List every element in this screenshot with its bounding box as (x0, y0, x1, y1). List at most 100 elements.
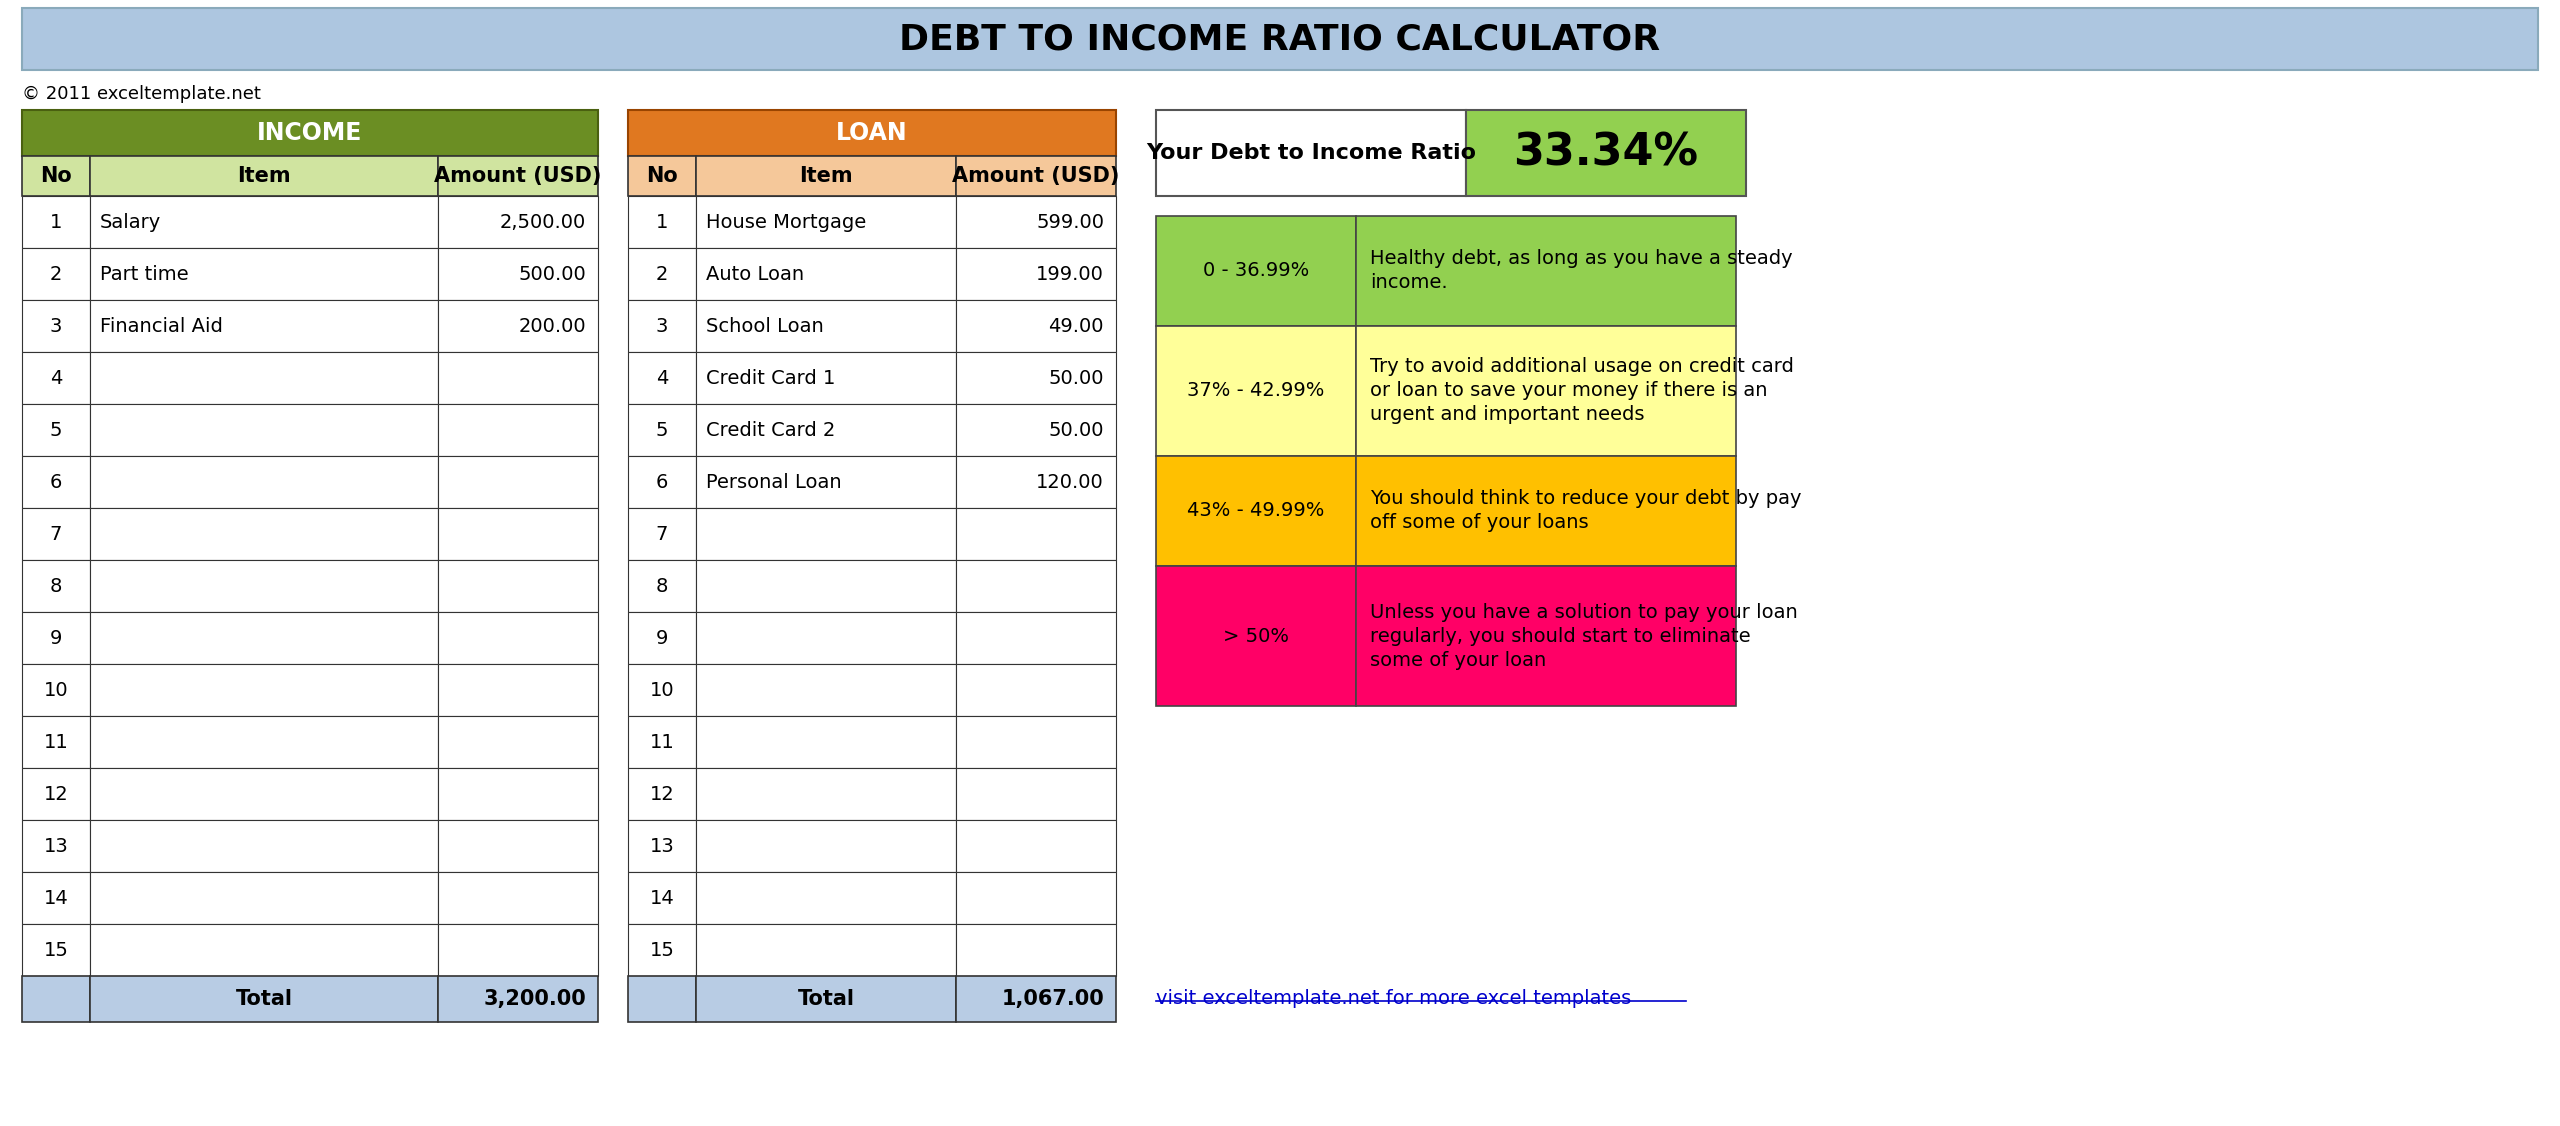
Bar (627, 768, 696, 820)
Text: 200.00: 200.00 (517, 316, 586, 336)
Bar (627, 110, 1116, 157)
Bar (438, 508, 599, 560)
Text: 4: 4 (655, 368, 668, 387)
Text: 50.00: 50.00 (1050, 368, 1103, 387)
Text: 11: 11 (44, 733, 69, 751)
Text: 9: 9 (49, 628, 61, 647)
Text: 15: 15 (44, 940, 69, 959)
Bar (696, 872, 955, 924)
Bar (627, 872, 696, 924)
Bar (23, 976, 90, 1022)
Bar (627, 248, 696, 300)
Text: 8: 8 (655, 577, 668, 596)
Bar (1467, 110, 1746, 196)
Bar (955, 872, 1116, 924)
Text: 599.00: 599.00 (1037, 213, 1103, 232)
Text: 12: 12 (44, 785, 69, 804)
Bar (627, 560, 696, 613)
Text: 6: 6 (49, 473, 61, 492)
Text: 9: 9 (655, 628, 668, 647)
Text: No: No (645, 166, 678, 186)
Text: DEBT TO INCOME RATIO CALCULATOR: DEBT TO INCOME RATIO CALCULATOR (899, 23, 1661, 56)
Bar (627, 664, 696, 716)
Text: Credit Card 2: Credit Card 2 (707, 420, 835, 439)
Text: Credit Card 1: Credit Card 1 (707, 368, 835, 387)
Text: 8: 8 (49, 577, 61, 596)
Bar (627, 820, 696, 872)
Text: 37% - 42.99%: 37% - 42.99% (1188, 382, 1324, 401)
Bar (23, 872, 90, 924)
Bar (1157, 566, 1357, 706)
Text: 43% - 49.99%: 43% - 49.99% (1188, 501, 1324, 520)
Bar (955, 248, 1116, 300)
Bar (90, 613, 438, 664)
Bar (438, 157, 599, 196)
Bar (696, 664, 955, 716)
Bar (955, 300, 1116, 352)
Text: 12: 12 (650, 785, 673, 804)
Bar (1357, 566, 1736, 706)
Text: No: No (41, 166, 72, 186)
Bar (90, 664, 438, 716)
Bar (90, 924, 438, 976)
Bar (1357, 456, 1736, 566)
Bar (696, 716, 955, 768)
Text: Healthy debt, as long as you have a steady: Healthy debt, as long as you have a stea… (1370, 250, 1792, 268)
Text: 13: 13 (44, 837, 69, 856)
Bar (438, 924, 599, 976)
Bar (23, 820, 90, 872)
Bar (627, 456, 696, 508)
Text: Item: Item (799, 166, 852, 186)
Text: © 2011 exceltemplate.net: © 2011 exceltemplate.net (23, 84, 261, 102)
Bar (627, 404, 696, 456)
Bar (1157, 216, 1357, 327)
Text: 14: 14 (44, 888, 69, 908)
Bar (696, 613, 955, 664)
Text: 3: 3 (49, 316, 61, 336)
Text: 13: 13 (650, 837, 673, 856)
Bar (1157, 456, 1357, 566)
Bar (90, 300, 438, 352)
Text: Amount (USD): Amount (USD) (952, 166, 1119, 186)
Text: > 50%: > 50% (1224, 626, 1290, 645)
Bar (955, 352, 1116, 404)
Bar (438, 456, 599, 508)
Bar (955, 456, 1116, 508)
Bar (696, 924, 955, 976)
Bar (23, 157, 90, 196)
Bar (696, 508, 955, 560)
Bar (438, 352, 599, 404)
Bar (90, 456, 438, 508)
Bar (90, 820, 438, 872)
Bar (1357, 327, 1736, 456)
Bar (627, 613, 696, 664)
Bar (696, 352, 955, 404)
Bar (23, 456, 90, 508)
Bar (23, 248, 90, 300)
Bar (438, 768, 599, 820)
Text: House Mortgage: House Mortgage (707, 213, 865, 232)
Bar (955, 716, 1116, 768)
Bar (438, 196, 599, 248)
Text: 5: 5 (49, 420, 61, 439)
Text: 7: 7 (49, 525, 61, 544)
Text: 1: 1 (49, 213, 61, 232)
Text: regularly, you should start to eliminate: regularly, you should start to eliminate (1370, 626, 1751, 645)
Bar (23, 768, 90, 820)
Text: 2,500.00: 2,500.00 (499, 213, 586, 232)
Bar (696, 456, 955, 508)
Bar (955, 157, 1116, 196)
Text: INCOME: INCOME (259, 120, 364, 145)
Bar (438, 613, 599, 664)
Text: 11: 11 (650, 733, 673, 751)
Bar (627, 157, 696, 196)
Bar (955, 196, 1116, 248)
Bar (955, 976, 1116, 1022)
Bar (90, 872, 438, 924)
Text: 2: 2 (655, 265, 668, 284)
Text: 49.00: 49.00 (1050, 316, 1103, 336)
Bar (90, 352, 438, 404)
Bar (23, 110, 599, 157)
Bar (696, 820, 955, 872)
Text: Unless you have a solution to pay your loan: Unless you have a solution to pay your l… (1370, 602, 1797, 622)
